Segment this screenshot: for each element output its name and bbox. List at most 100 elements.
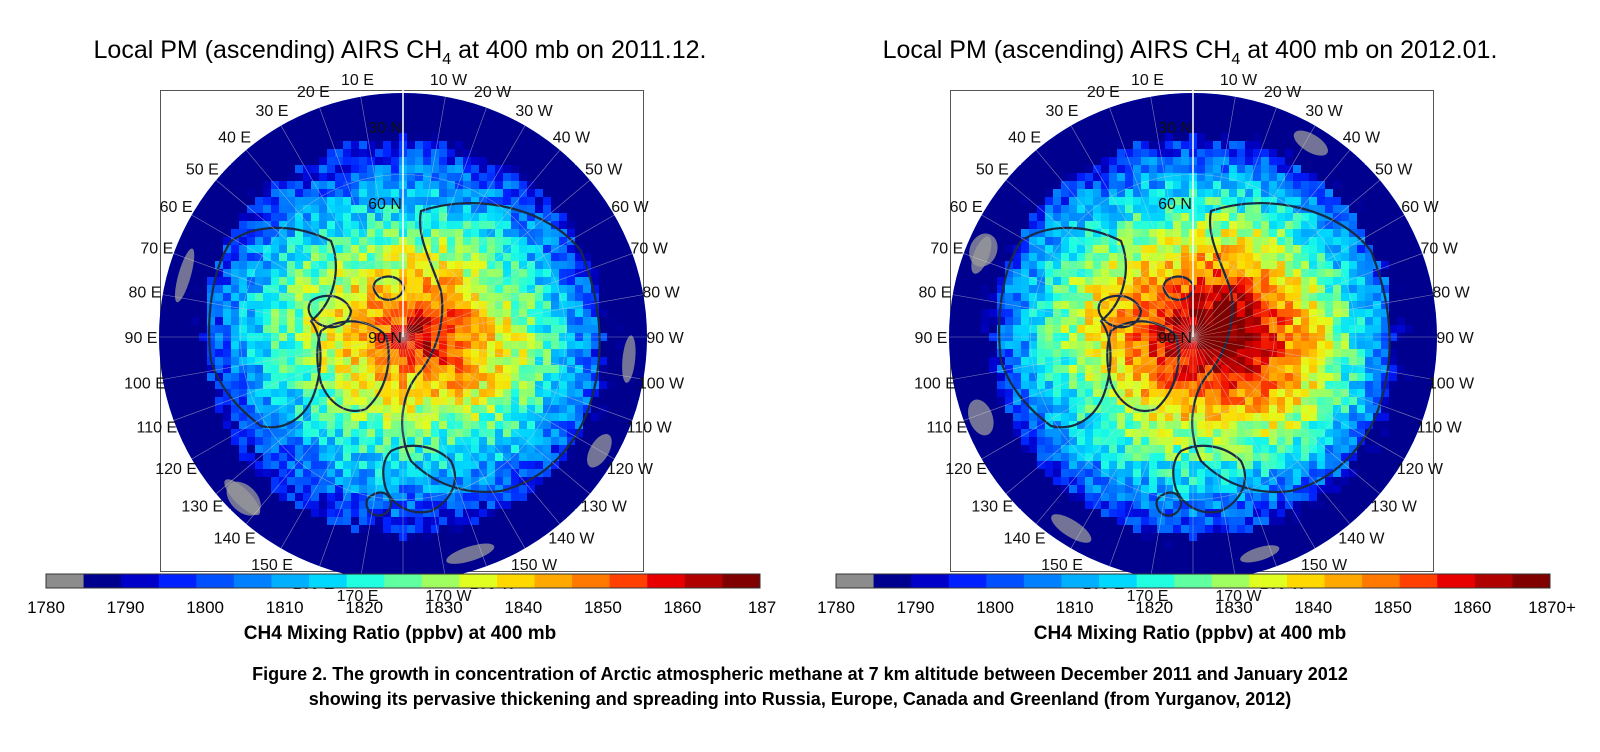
longitude-label: 60 E: [950, 199, 983, 216]
longitude-label: 170 E: [1127, 588, 1169, 605]
longitude-label: 100 W: [638, 375, 685, 392]
colorbar-title: CH4 Mixing Ratio (ppbv) at 400 mb: [244, 623, 556, 644]
colorbar-tick-label: 1860: [1454, 598, 1492, 617]
latitude-label: 90 N: [1158, 330, 1192, 347]
colorbar-tick-label: 1810: [1056, 598, 1094, 617]
longitude-label: 70 E: [930, 240, 963, 257]
colorbar-tick-label: 1780: [27, 598, 65, 617]
coastline-path: [1155, 491, 1183, 517]
longitude-label: 120 W: [607, 461, 654, 478]
methane-field: [159, 93, 647, 581]
coastline-path: [208, 226, 337, 429]
colorbar-tick-label: 1820: [345, 598, 383, 617]
longitude-label: 10 W: [430, 72, 468, 89]
longitude-label: 30 W: [515, 103, 553, 120]
longitude-label: 10 W: [1220, 72, 1258, 89]
longitude-label: 120 E: [155, 461, 197, 478]
longitude-label: 10 E: [1131, 72, 1164, 89]
longitude-label: 170 W: [425, 588, 472, 605]
colorbar-segment: [609, 574, 648, 588]
colorbar-segment: [496, 574, 536, 588]
colorbar-segment: [1512, 574, 1551, 588]
latitude-label: 30 N: [368, 120, 402, 137]
colorbar-segment: [121, 574, 160, 588]
colorbar-segment: [83, 574, 122, 588]
colorbar-tick-label: 1830: [1215, 598, 1253, 617]
left-map-panel: Local PM (ascending) AIRS CH4 at 400 mb …: [0, 0, 800, 660]
longitude-label: 30 E: [256, 103, 289, 120]
longitude-label: 70 E: [140, 240, 173, 257]
longitude-label: 100 W: [1428, 375, 1475, 392]
colorbar-segment: [911, 574, 950, 588]
coastline-path: [401, 202, 601, 493]
colorbar-tick-label: 1800: [186, 598, 224, 617]
longitude-label: 90 E: [915, 330, 948, 347]
longitude-label: 120 W: [1397, 461, 1444, 478]
longitude-label: 60 W: [611, 199, 649, 216]
longitude-label: 110 W: [627, 420, 673, 437]
longitude-label: 130 W: [1371, 498, 1418, 515]
colorbar-segment: [1061, 574, 1100, 588]
longitude-label: 150 W: [511, 557, 558, 574]
longitude-label: 80 E: [919, 285, 952, 302]
colorbar-segment: [836, 574, 875, 588]
longitude-label: 50 W: [585, 162, 623, 179]
colorbar-title: CH4 Mixing Ratio (ppbv) at 400 mb: [1034, 623, 1346, 644]
left-colorbar: 1780 1790 1800 1810 1820 1830 1840 1850 1860 187 C…: [27, 573, 776, 644]
caption-line-2: showing its pervasive thickening and spr…: [308, 689, 1292, 709]
latitude-label: 30 N: [1158, 120, 1192, 137]
colorbar-segment: [1437, 574, 1476, 588]
colorbar-frame: [835, 573, 1551, 589]
longitude-label: 130 E: [971, 498, 1013, 515]
longitude-label: 130 W: [581, 498, 628, 515]
colorbar-segment: [1136, 574, 1175, 588]
longitude-label: 90 W: [1436, 330, 1474, 347]
longitude-label: 170 E: [337, 588, 379, 605]
colorbar-segment: [158, 574, 197, 588]
caption-line-1: Figure 2. The growth in concentration of…: [252, 664, 1348, 684]
colorbar-segment: [459, 574, 498, 588]
colorbar-segment: [873, 574, 912, 588]
colorbar-tick-label: 1790: [897, 598, 935, 617]
longitude-label: 130 E: [181, 498, 223, 515]
longitude-label: 30 W: [1305, 103, 1343, 120]
graticule: [949, 93, 1437, 581]
colorbar-tick-label: 1850: [584, 598, 622, 617]
longitude-label: 60 E: [160, 199, 193, 216]
longitude-label: 120 E: [945, 461, 987, 478]
longitude-label: 40 E: [1008, 129, 1041, 146]
colorbar-segment: [948, 574, 987, 588]
colorbar-tick-label: 187: [748, 598, 776, 617]
right-colorbar: 1780 1790 1800 1810 1820 1830 1840 1850 1860 1870…: [817, 573, 1576, 644]
longitude-label: 70 W: [631, 240, 669, 257]
colorbar-tick-label: 1840: [1294, 598, 1332, 617]
coastline-path: [365, 491, 393, 517]
longitude-label: 40 E: [218, 129, 251, 146]
longitude-label: 140 W: [548, 531, 595, 548]
colorbar-segment: [1211, 574, 1250, 588]
latitude-label: 90 N: [368, 330, 402, 347]
longitude-label: 40 W: [553, 129, 591, 146]
colorbar-frame: [45, 573, 761, 589]
longitude-label: 150 W: [1301, 557, 1348, 574]
colorbar-segment: [46, 574, 85, 588]
longitude-label: 40 W: [1343, 129, 1381, 146]
colorbar-segment: [534, 574, 573, 588]
coastline-path: [1191, 202, 1391, 493]
longitude-label: 30 E: [1046, 103, 1079, 120]
longitude-label: 10 E: [341, 72, 374, 89]
longitude-label: 110 E: [926, 420, 967, 437]
longitude-label: 100 E: [914, 375, 956, 392]
colorbar-segment: [647, 574, 686, 588]
longitude-label: 140 E: [214, 531, 256, 548]
longitude-label: 50 E: [186, 162, 219, 179]
latitude-label: 60 N: [368, 196, 402, 213]
colorbar-tick-label: 1790: [107, 598, 145, 617]
longitude-label: 110 W: [1417, 420, 1463, 437]
colorbar-segment: [196, 574, 235, 588]
longitude-label: 150 E: [1041, 557, 1083, 574]
colorbar-tick-label: 1870+: [1528, 598, 1576, 617]
latitude-label: 60 N: [1158, 196, 1192, 213]
